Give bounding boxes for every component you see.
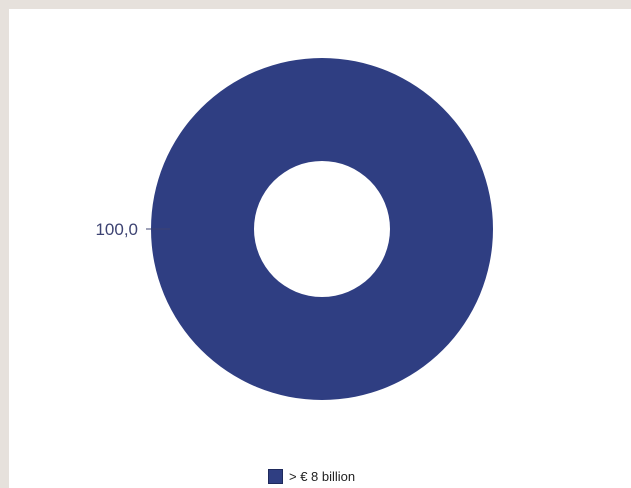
- donut-slices: [151, 58, 493, 400]
- legend: > € 8 billion: [268, 469, 355, 484]
- legend-swatch: [268, 469, 283, 484]
- legend-label: > € 8 billion: [289, 469, 356, 484]
- donut-slice: [151, 58, 493, 400]
- data-label: 100,0: [95, 220, 138, 239]
